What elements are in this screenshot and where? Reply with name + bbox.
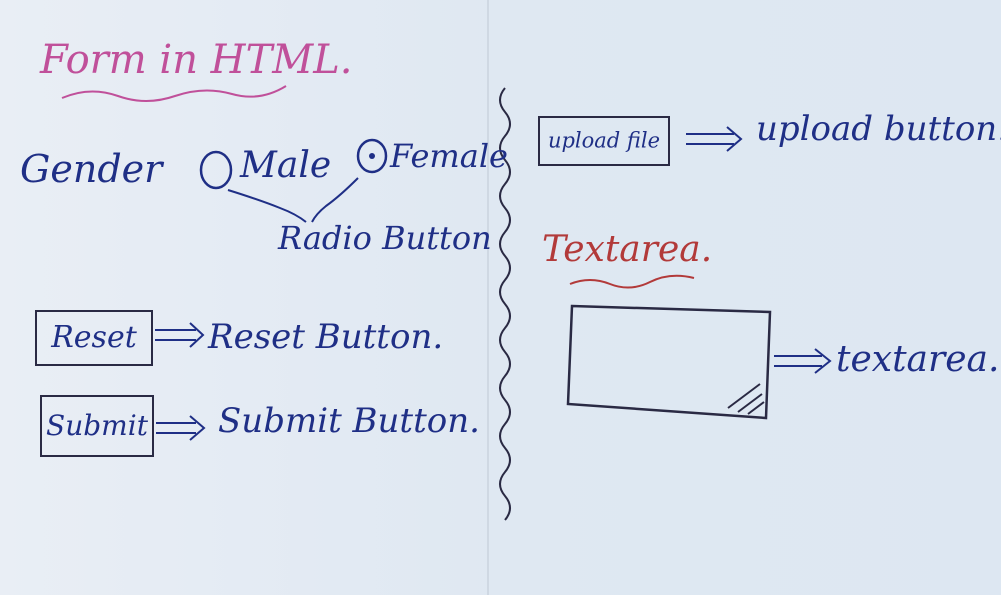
textarea-resize-grip-icon <box>727 383 765 415</box>
radio-option-female: Female <box>390 137 508 175</box>
board-seam <box>487 0 489 595</box>
submit-note: Submit Button. <box>218 401 480 441</box>
radio-brace-right <box>311 177 359 223</box>
upload-arrow-icon <box>686 126 743 152</box>
title-underline <box>61 85 287 102</box>
upload-note: upload button. <box>756 109 1001 149</box>
submit-box-label: Submit <box>46 409 148 442</box>
reset-arrow-icon <box>155 322 205 348</box>
radio-option-male: Male <box>240 145 332 186</box>
reset-note: Reset Button. <box>208 317 444 357</box>
upload-button-drawing: upload file <box>538 116 670 166</box>
submit-arrow-icon <box>156 415 206 441</box>
wavy-divider <box>499 87 511 521</box>
female-radio-dot <box>369 153 375 159</box>
textarea-arrow-icon <box>774 348 832 374</box>
radio-button-note: Radio Button <box>278 219 492 257</box>
submit-button-drawing: Submit <box>40 395 154 457</box>
textarea-heading-underline <box>569 274 695 289</box>
gender-label: Gender <box>20 147 163 191</box>
textarea-note: textarea. <box>836 339 1000 380</box>
reset-button-drawing: Reset <box>35 310 153 366</box>
upload-box-label: upload file <box>547 128 661 153</box>
radio-brace <box>227 189 307 223</box>
textarea-heading: Textarea. <box>542 229 713 270</box>
page-title: Form in HTML. <box>40 37 353 83</box>
reset-box-label: Reset <box>51 320 137 355</box>
male-radio-icon <box>199 150 233 190</box>
textarea-box-outline <box>566 304 772 420</box>
female-radio-icon <box>356 138 388 174</box>
